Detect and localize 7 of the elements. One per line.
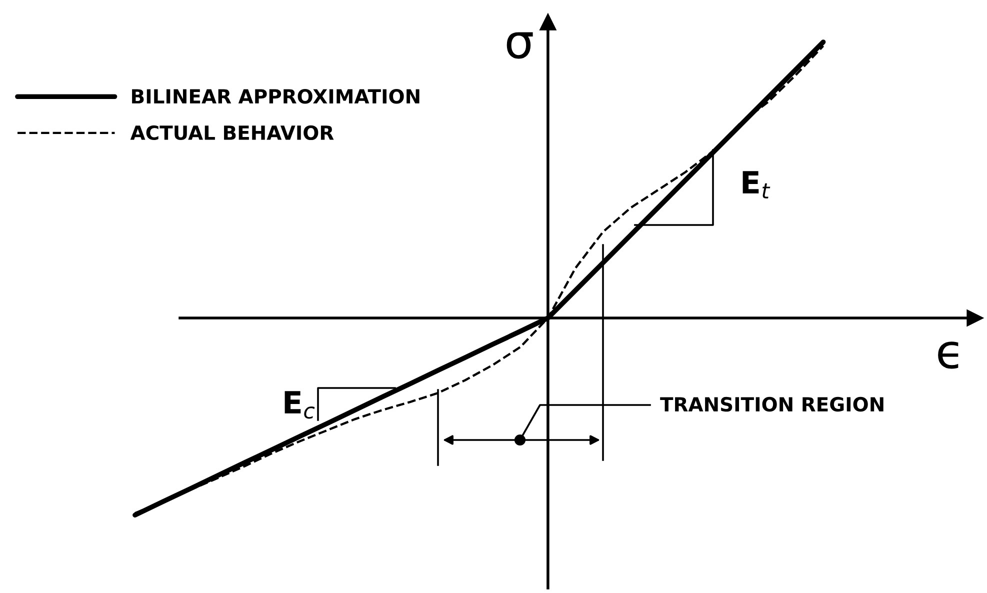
y-axis-title: σ (506, 32, 533, 59)
legend-label: ACTUAL BEHAVIOR (130, 125, 334, 140)
x-axis-title: ϵ (938, 342, 958, 369)
legend-label: BILINEAR APPROXIMATION (132, 89, 420, 104)
annotation: E$_{t}$ (742, 171, 770, 198)
annotation: TRANSITION REGION (660, 396, 884, 412)
annotation: E$_{c}$ (284, 391, 315, 419)
